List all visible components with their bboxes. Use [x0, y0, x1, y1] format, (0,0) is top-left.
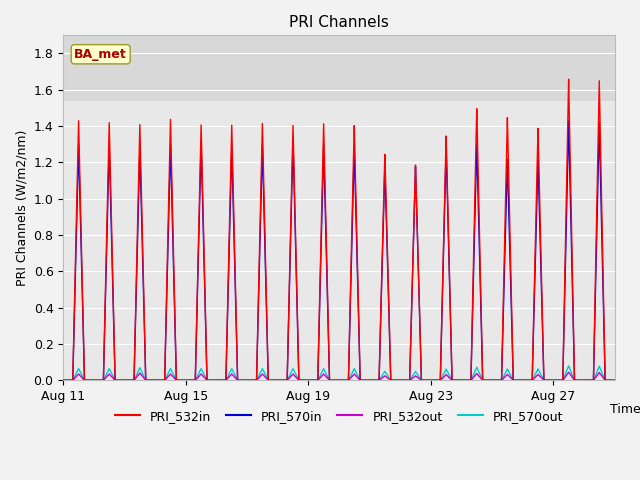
- Y-axis label: PRI Channels (W/m2/nm): PRI Channels (W/m2/nm): [15, 130, 28, 286]
- X-axis label: Time: Time: [610, 403, 640, 416]
- Title: PRI Channels: PRI Channels: [289, 15, 389, 30]
- Text: BA_met: BA_met: [74, 48, 127, 61]
- Bar: [63, 36, 614, 101]
- Legend: PRI_532in, PRI_570in, PRI_532out, PRI_570out: PRI_532in, PRI_570in, PRI_532out, PRI_57…: [109, 405, 568, 428]
